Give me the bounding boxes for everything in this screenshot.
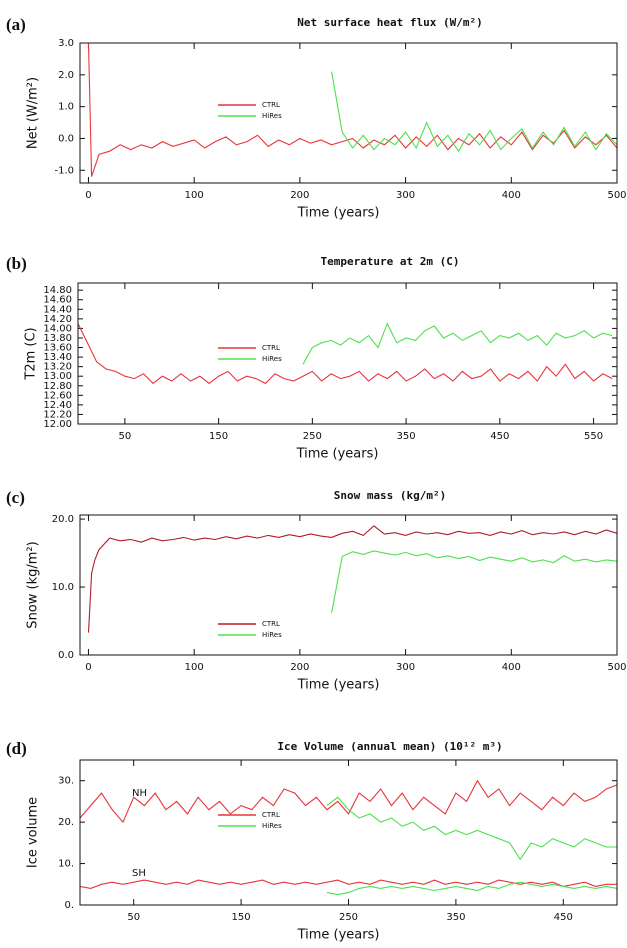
- chart-title: Snow mass (kg/m²): [334, 489, 447, 502]
- y-tick-label: 10.: [58, 859, 74, 870]
- x-tick-label: 100: [185, 190, 204, 201]
- legend-label: HiRes: [262, 355, 282, 363]
- plot-frame: [77, 282, 618, 425]
- y-tick-label: 14.40: [43, 304, 72, 315]
- y-axis-label: Net (W/m²): [26, 77, 41, 149]
- y-tick-label: 12.00: [43, 419, 72, 430]
- legend-label: HiRes: [262, 631, 282, 639]
- y-tick-label: 30.: [58, 776, 74, 787]
- series-line: [79, 779, 618, 824]
- x-axis-label: Time (years): [296, 447, 379, 462]
- series-line: [87, 42, 618, 177]
- legend-label: CTRL: [262, 620, 280, 628]
- legend-label: CTRL: [262, 344, 280, 352]
- x-tick-label: 100: [185, 662, 204, 673]
- y-tick-label: 14.60: [43, 295, 72, 306]
- y-tick-label: 14.20: [43, 314, 72, 325]
- legend-label: CTRL: [262, 101, 280, 109]
- y-tick-label: 12.80: [43, 381, 72, 392]
- x-tick-label: 400: [502, 190, 521, 201]
- y-tick-label: -1.0: [54, 165, 74, 176]
- x-tick-label: 350: [397, 431, 416, 442]
- y-tick-label: 12.40: [43, 400, 72, 411]
- series-line: [331, 71, 618, 153]
- legend-label: CTRL: [262, 811, 280, 819]
- chart-title: Ice Volume (annual mean) (10¹² m³): [277, 740, 502, 753]
- legend-label: HiRes: [262, 822, 282, 830]
- x-tick-label: 550: [584, 431, 603, 442]
- series-line: [87, 525, 618, 633]
- y-tick-label: 20.: [58, 817, 74, 828]
- x-tick-label: 450: [490, 431, 509, 442]
- y-tick-label: 0.0: [58, 650, 74, 661]
- series-line: [79, 879, 617, 889]
- y-tick-label: 2.0: [58, 70, 74, 81]
- y-tick-label: 13.20: [43, 362, 72, 373]
- series-line: [326, 796, 617, 861]
- y-tick-label: 13.40: [43, 352, 72, 363]
- y-tick-label: 14.00: [43, 323, 72, 334]
- y-axis-label: T2m (C): [24, 327, 39, 380]
- series-line: [331, 550, 618, 614]
- annotation: SH: [132, 868, 146, 879]
- series-line: [302, 322, 613, 365]
- y-axis-label: Snow (kg/m²): [26, 541, 41, 628]
- x-tick-label: 350: [446, 912, 465, 923]
- y-tick-label: 13.80: [43, 333, 72, 344]
- y-tick-label: 14.80: [43, 285, 72, 296]
- x-tick-label: 200: [290, 662, 309, 673]
- panel-label: (a): [6, 15, 26, 34]
- y-tick-label: 20.0: [52, 514, 74, 525]
- plot-frame: [79, 42, 618, 184]
- y-tick-label: 10.0: [52, 582, 74, 593]
- x-tick-label: 200: [290, 190, 309, 201]
- x-tick-label: 0: [85, 662, 91, 673]
- y-tick-label: 0.: [64, 900, 74, 911]
- x-tick-label: 50: [119, 431, 132, 442]
- y-tick-label: 1.0: [58, 102, 74, 113]
- panel-label: (c): [6, 488, 25, 507]
- y-tick-label: 0.0: [58, 133, 74, 144]
- panel-label: (b): [6, 254, 27, 273]
- x-tick-label: 300: [396, 190, 415, 201]
- y-tick-label: 13.60: [43, 343, 72, 354]
- x-tick-label: 500: [607, 662, 626, 673]
- y-tick-label: 12.20: [43, 409, 72, 420]
- x-tick-label: 150: [232, 912, 251, 923]
- x-tick-label: 300: [396, 662, 415, 673]
- plot-frame: [79, 759, 618, 906]
- annotation: NH: [132, 788, 147, 799]
- plot-frame: [79, 514, 618, 656]
- x-axis-label: Time (years): [297, 678, 380, 693]
- series-line: [77, 323, 613, 385]
- panel-label: (d): [6, 739, 27, 758]
- x-tick-label: 250: [303, 431, 322, 442]
- y-tick-label: 12.60: [43, 390, 72, 401]
- y-tick-label: 3.0: [58, 38, 74, 49]
- x-axis-label: Time (years): [297, 206, 380, 221]
- x-axis-label: Time (years): [297, 928, 380, 943]
- x-tick-label: 500: [607, 190, 626, 201]
- x-tick-label: 50: [127, 912, 140, 923]
- x-tick-label: 450: [554, 912, 573, 923]
- x-tick-label: 0: [85, 190, 91, 201]
- x-tick-label: 150: [209, 431, 228, 442]
- legend-label: HiRes: [262, 112, 282, 120]
- chart-title: Temperature at 2m (C): [320, 255, 459, 268]
- x-tick-label: 400: [502, 662, 521, 673]
- y-tick-label: 13.00: [43, 371, 72, 382]
- x-tick-label: 250: [339, 912, 358, 923]
- series-line: [326, 881, 618, 896]
- chart-title: Net surface heat flux (W/m²): [297, 16, 482, 29]
- y-axis-label: Ice volume: [26, 797, 41, 868]
